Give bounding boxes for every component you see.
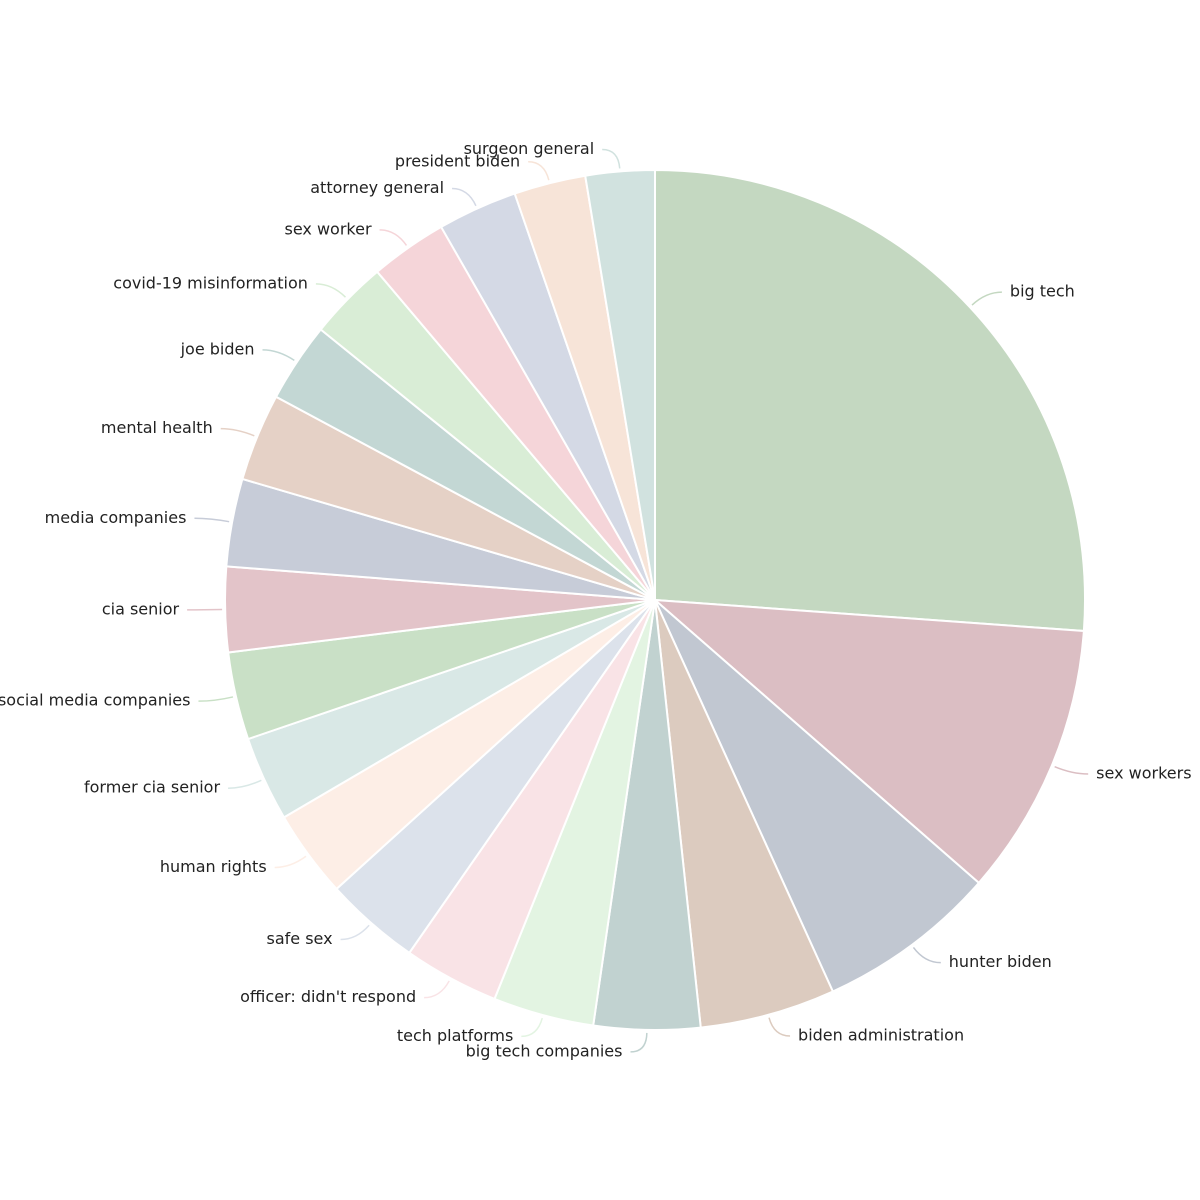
leader-line xyxy=(602,148,621,169)
leader-line xyxy=(768,1017,791,1037)
leader-line xyxy=(630,1032,648,1053)
slice-label: hunter biden xyxy=(949,952,1052,971)
leader-line xyxy=(274,855,307,869)
leader-line xyxy=(228,779,262,789)
leader-line xyxy=(220,427,255,437)
leader-line xyxy=(521,1017,544,1038)
leader-line xyxy=(262,349,295,362)
slice-label: covid-19 misinformation xyxy=(113,273,308,292)
pie-slice xyxy=(654,168,1086,633)
pie-slice xyxy=(584,168,656,601)
leader-line xyxy=(971,291,1002,306)
slice-label: attorney general xyxy=(310,178,444,197)
slice-label: former cia senior xyxy=(84,778,221,797)
slice-label: safe sex xyxy=(266,929,332,948)
leader-line xyxy=(198,696,234,702)
slice-label: media companies xyxy=(45,508,187,527)
slice-label: surgeon general xyxy=(464,139,595,158)
leader-line xyxy=(424,980,450,999)
slice-label: tech platforms xyxy=(397,1026,513,1045)
slice-label: biden administration xyxy=(798,1026,964,1045)
leader-line xyxy=(912,946,941,964)
pie-slice xyxy=(654,599,981,993)
slice-label: president biden xyxy=(395,151,520,170)
slice-label: social media companies xyxy=(0,691,190,710)
slice-label: big tech xyxy=(1010,282,1075,301)
leader-line xyxy=(1054,765,1089,775)
slice-label: officer: didn't respond xyxy=(240,987,416,1006)
slice-label: mental health xyxy=(101,418,213,437)
leader-line xyxy=(379,229,408,246)
leader-line xyxy=(315,283,347,298)
pie-slice xyxy=(652,598,1085,885)
leader-line xyxy=(340,924,370,941)
leader-line xyxy=(528,161,550,181)
slice-label: joe biden xyxy=(180,339,255,358)
slice-label: human rights xyxy=(160,857,267,876)
slice-label: big tech companies xyxy=(466,1041,623,1060)
leader-line xyxy=(194,517,230,523)
slice-label: sex worker xyxy=(285,219,372,238)
slice-label: cia senior xyxy=(102,599,180,618)
leader-line xyxy=(452,187,477,207)
slice-label: sex workers xyxy=(1096,763,1191,782)
